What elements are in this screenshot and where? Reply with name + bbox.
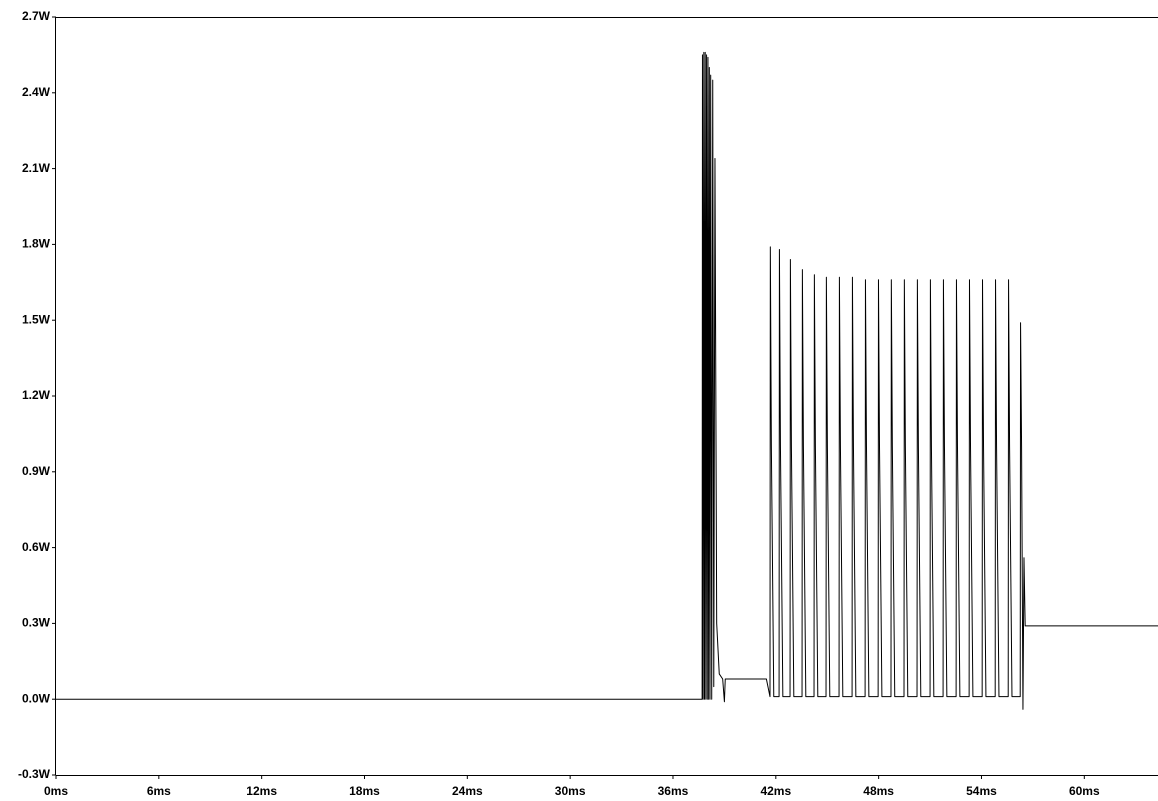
y-tick-label: 0.9W: [22, 464, 51, 478]
y-tick-label: 2.1W: [22, 161, 51, 175]
trace-line: [56, 51, 1158, 710]
x-tick-label: 30ms: [555, 784, 586, 798]
y-tick-label: -0.3W: [18, 767, 51, 781]
x-tick-label: 0ms: [44, 784, 68, 798]
x-tick-label: 24ms: [452, 784, 483, 798]
y-tick-label: 1.5W: [22, 312, 51, 326]
x-tick-label: 6ms: [147, 784, 171, 798]
x-tick-label: 42ms: [760, 784, 791, 798]
y-tick-label: 0.6W: [22, 540, 51, 554]
y-tick-label: 1.8W: [22, 237, 51, 251]
x-tick-label: 60ms: [1069, 784, 1100, 798]
y-tick-label: 2.7W: [22, 9, 51, 23]
x-tick-label: 18ms: [349, 784, 380, 798]
y-tick-label: 2.4W: [22, 85, 51, 99]
x-tick-label: 48ms: [863, 784, 894, 798]
y-tick-label: 0.3W: [22, 616, 51, 630]
y-tick-label: 0.0W: [22, 691, 51, 705]
y-tick-label: 1.2W: [22, 388, 51, 402]
x-tick-label: 36ms: [658, 784, 689, 798]
x-tick-label: 12ms: [246, 784, 277, 798]
x-tick-label: 54ms: [966, 784, 997, 798]
